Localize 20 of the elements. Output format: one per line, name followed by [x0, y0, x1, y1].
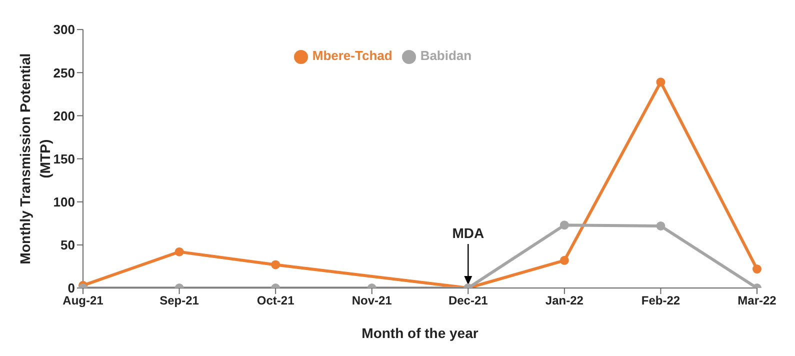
x-tick-label: Feb-22 — [641, 294, 680, 308]
x-tick-label: Sep-21 — [160, 294, 200, 308]
y-tick-label: 100 — [53, 194, 75, 210]
y-axis-title: Monthly Transmission Potential (MTP) — [17, 53, 53, 264]
x-tick-label: Dec-21 — [448, 294, 488, 308]
x-tick-label: Oct-21 — [256, 294, 295, 308]
annotation: MDA — [452, 225, 484, 241]
legend-label: Mbere-Tchad — [312, 48, 392, 63]
x-tick-label: Aug-21 — [62, 294, 104, 308]
y-tick-label: 300 — [53, 22, 75, 38]
y-tick-label: 50 — [60, 238, 75, 253]
x-tick-label: Mar-22 — [738, 294, 777, 308]
x-axis-title: Month of the year — [362, 325, 479, 341]
y-tick-label: 200 — [53, 108, 75, 124]
x-tick-label: Nov-21 — [352, 294, 392, 308]
legend-label: Babidan — [420, 48, 472, 63]
y-tick-label: 150 — [53, 151, 75, 166]
x-tick-label: Jan-22 — [545, 294, 584, 308]
y-tick-label: 0 — [68, 280, 75, 296]
y-tick-label: 250 — [53, 65, 75, 80]
